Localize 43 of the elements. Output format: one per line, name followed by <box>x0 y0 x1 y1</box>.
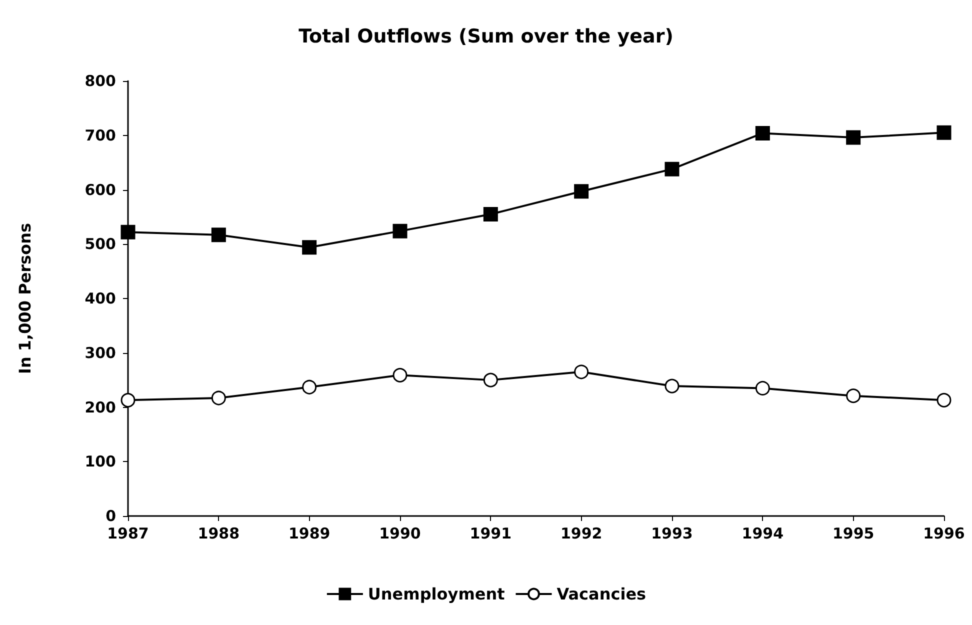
x-tick-label: 1993 <box>651 524 693 542</box>
point <box>120 224 136 240</box>
point <box>211 390 226 406</box>
x-tick-label: 1995 <box>832 524 874 542</box>
y-tick-label: 400 <box>84 290 116 308</box>
point <box>755 380 770 396</box>
point <box>936 392 952 408</box>
y-tick-label: 600 <box>84 180 116 199</box>
legend-label: Unemployment <box>368 584 506 604</box>
y-tick-label: 200 <box>84 398 116 416</box>
x-tick-label: 1989 <box>288 524 330 542</box>
point <box>120 392 136 408</box>
chart-title: Total Outflows (Sum over the year) <box>298 26 674 48</box>
point <box>574 364 589 380</box>
point <box>483 206 498 222</box>
point <box>392 368 408 382</box>
point <box>755 126 770 140</box>
y-tick-label: 700 <box>84 126 116 144</box>
x-tick-label: 1996 <box>923 524 965 542</box>
x-tick-label: 1991 <box>470 524 512 542</box>
point <box>483 372 498 388</box>
point <box>936 125 952 140</box>
x-tick-label: 1990 <box>379 524 421 542</box>
y-tick-label: 300 <box>84 344 116 362</box>
y-tick-label: 100 <box>84 452 116 471</box>
point <box>574 184 589 199</box>
y-tick-label: 0 <box>106 507 116 525</box>
point <box>846 130 861 145</box>
x-tick-label: 1988 <box>198 524 240 542</box>
point <box>392 224 408 238</box>
y-tick-label: 800 <box>84 72 116 90</box>
x-tick-label: 1992 <box>560 524 602 542</box>
point <box>302 380 317 394</box>
x-tick-label: 1987 <box>107 524 149 542</box>
point <box>302 240 317 255</box>
x-tick-label: 1994 <box>742 524 784 542</box>
y-tick-label: 500 <box>84 235 116 254</box>
point <box>664 162 680 176</box>
point <box>664 378 680 394</box>
y-axis-title: In 1,000 Persons <box>16 223 34 374</box>
point <box>846 388 861 404</box>
legend-label: Vacancies <box>556 584 646 604</box>
point <box>211 228 226 242</box>
